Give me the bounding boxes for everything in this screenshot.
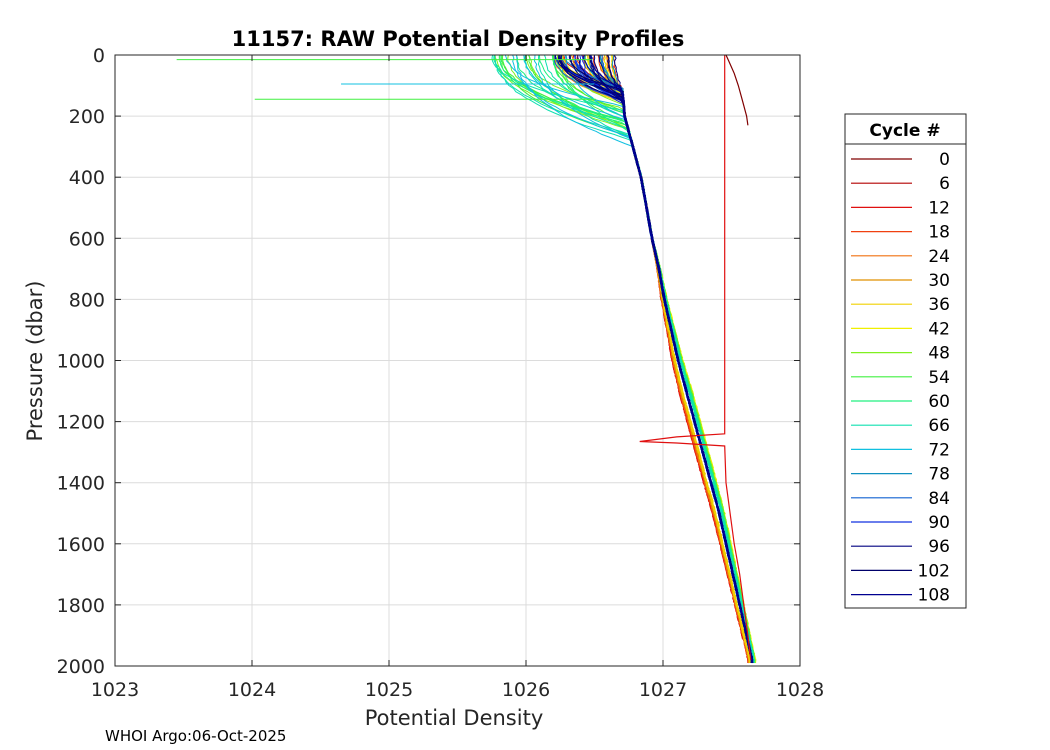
legend-label-90: 90 [928, 513, 950, 533]
profile-line-cycle-108 [598, 55, 753, 663]
y-tick-label: 800 [69, 289, 105, 311]
x-tick-label: 1024 [228, 679, 276, 701]
legend-label-66: 66 [928, 416, 950, 436]
legend-label-24: 24 [928, 247, 950, 267]
x-tick-label: 1026 [502, 679, 550, 701]
profile-line-cycle-0 [725, 55, 749, 126]
y-tick-label: 1600 [57, 534, 105, 556]
x-tick-label: 1025 [365, 679, 413, 701]
legend-label-60: 60 [928, 392, 950, 412]
x-tick-label: 1023 [91, 679, 139, 701]
y-tick-label: 200 [69, 106, 105, 128]
y-tick-label: 1200 [57, 412, 105, 434]
footer-stamp: WHOI Argo:06-Oct-2025 [105, 727, 286, 745]
profiles [176, 55, 757, 664]
legend-title: Cycle # [869, 121, 940, 141]
y-tick-label: 2000 [57, 656, 105, 678]
legend: Cycle # 0 6 12 18 24 30 36 42 48 54 60 66 72 78 84 90 96… [844, 113, 967, 609]
legend-label-102: 102 [918, 561, 950, 581]
legend-label-42: 42 [928, 319, 950, 339]
x-tick-label: 1028 [776, 679, 824, 701]
y-axis-label: Pressure (dbar) [23, 281, 47, 442]
legend-label-6: 6 [939, 174, 950, 194]
axis-ticks: 1023 1024 1025 1026 1027 1028 0 200 400 600 800 100… [57, 45, 825, 701]
y-tick-label: 400 [69, 167, 105, 189]
y-tick-label: 1000 [57, 351, 105, 373]
profile-line-cycle-6 [639, 55, 752, 660]
legend-label-0: 0 [939, 150, 950, 170]
chart-title: 11157: RAW Potential Density Profiles [232, 27, 685, 51]
y-tick-label: 0 [93, 45, 105, 67]
legend-label-54: 54 [928, 368, 950, 388]
y-tick-label: 1800 [57, 595, 105, 617]
legend-entries: 0 6 12 18 24 30 36 42 48 54 60 66 72 78 84 90 96 102 108 [851, 150, 950, 606]
legend-label-48: 48 [928, 344, 950, 364]
legend-label-78: 78 [928, 465, 950, 485]
grid [115, 55, 800, 666]
legend-label-108: 108 [918, 586, 950, 606]
y-tick-label: 600 [69, 228, 105, 250]
legend-box [844, 113, 967, 609]
legend-label-96: 96 [928, 537, 950, 557]
legend-label-84: 84 [928, 489, 950, 509]
y-tick-label: 1400 [57, 473, 105, 495]
legend-label-12: 12 [928, 198, 950, 218]
legend-label-18: 18 [928, 223, 950, 243]
legend-label-72: 72 [928, 440, 950, 460]
x-tick-label: 1027 [639, 679, 687, 701]
legend-label-36: 36 [928, 295, 950, 315]
x-axis-label: Potential Density [365, 706, 544, 730]
legend-label-30: 30 [928, 271, 950, 291]
